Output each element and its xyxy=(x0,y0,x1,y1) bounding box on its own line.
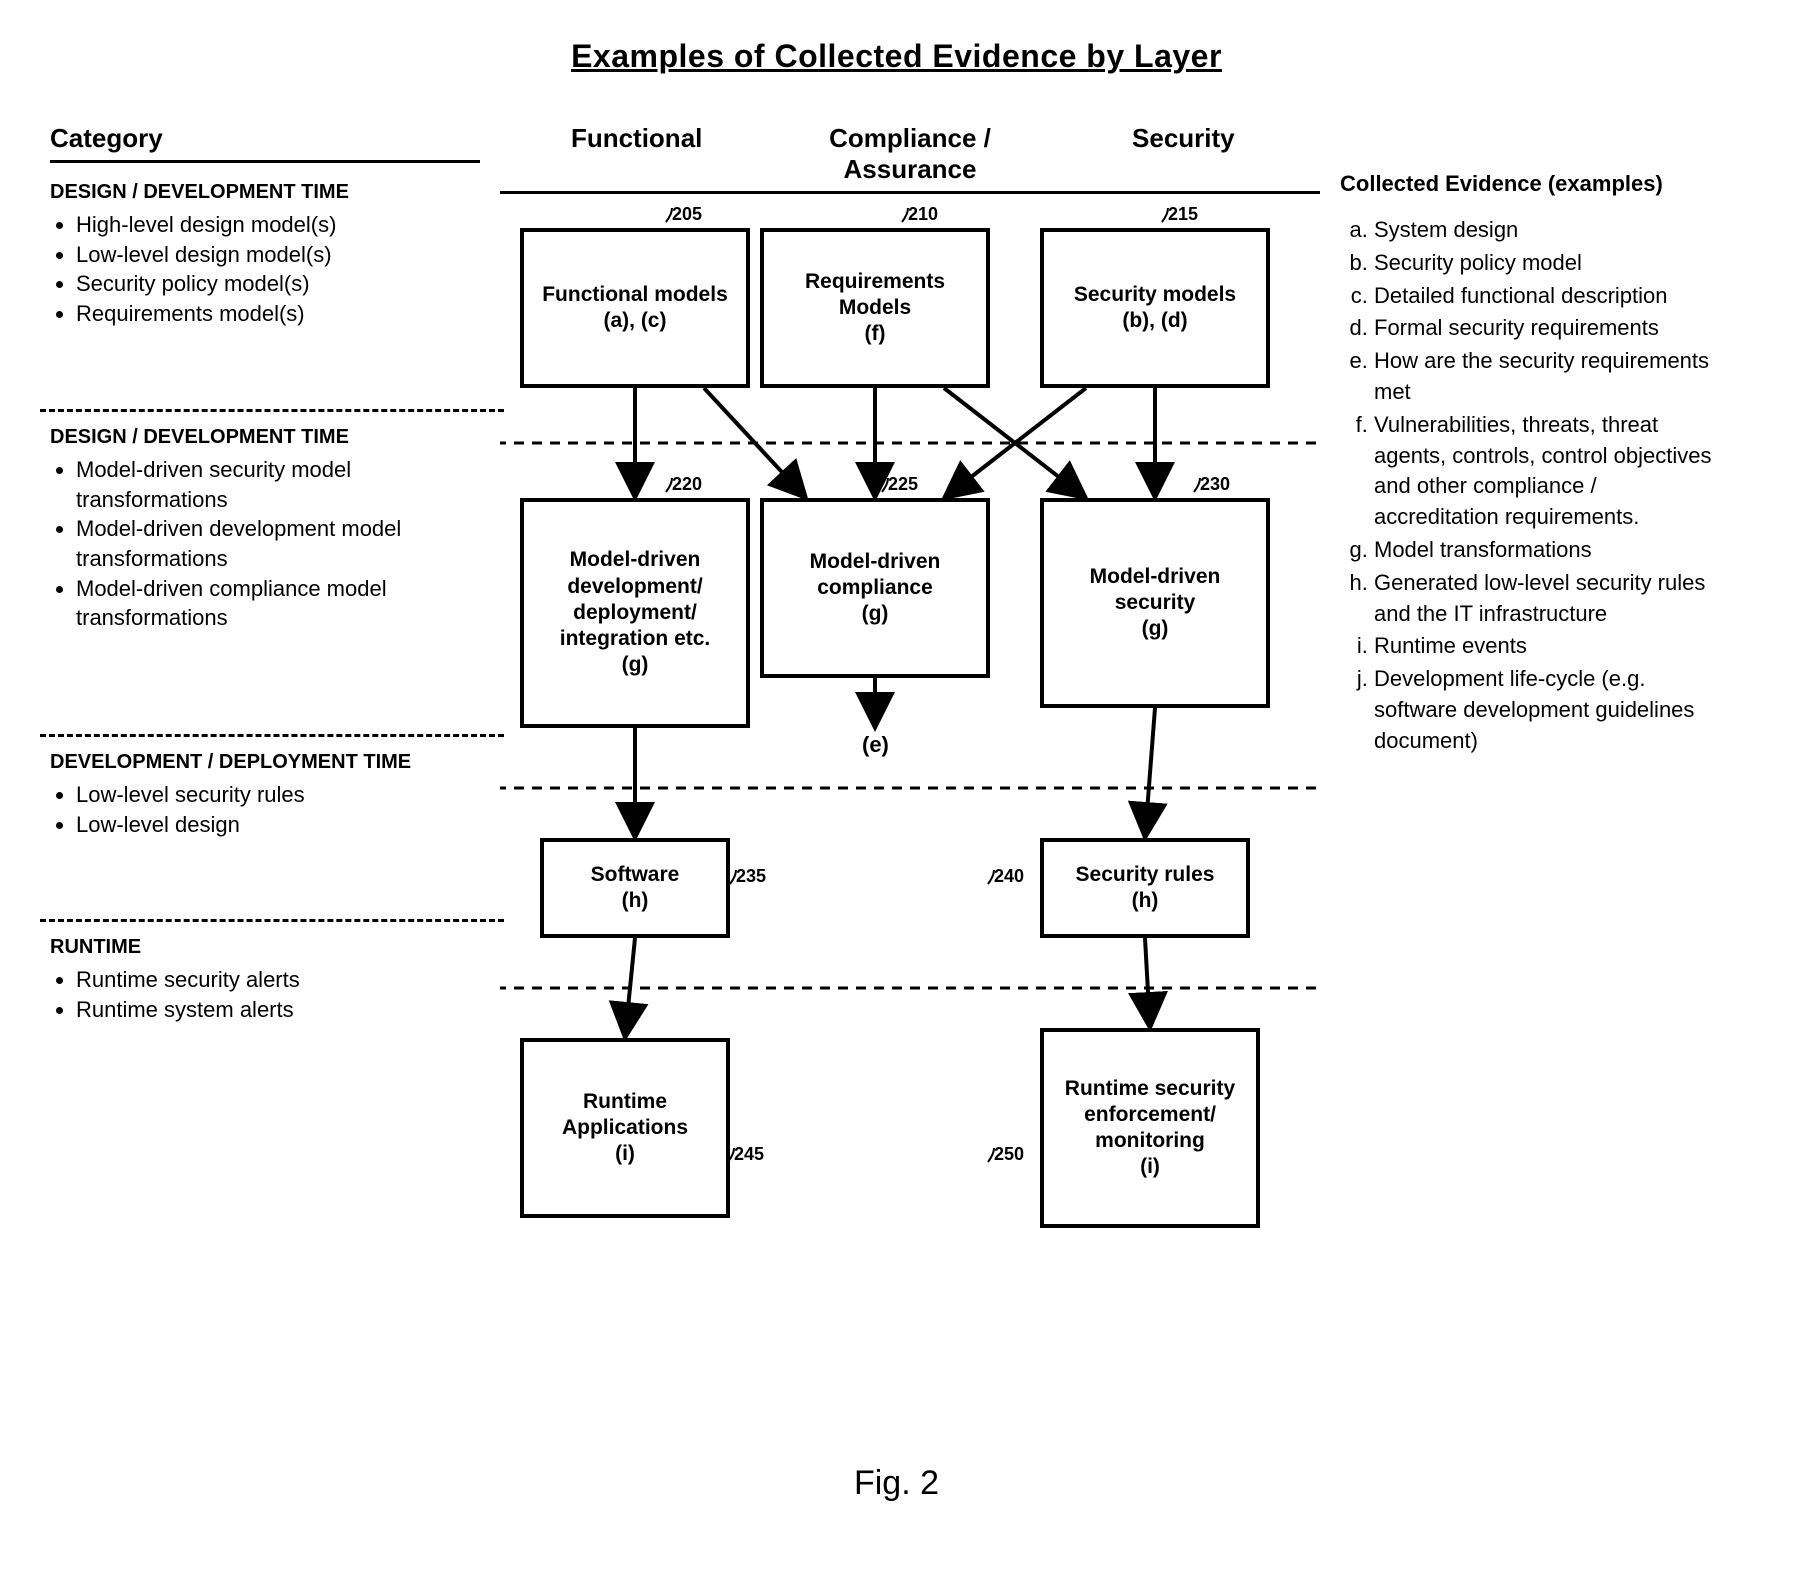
reference-number: 205 xyxy=(672,204,702,225)
category-column: Category DESIGN / DEVELOPMENT TIME High-… xyxy=(50,123,480,1418)
flowchart-node-220: Model-driven development/ deployment/ in… xyxy=(520,498,750,728)
flowchart-node-225: Model-driven compliance(g) xyxy=(760,498,990,678)
flowchart-node-205: Functional models(a), (c) xyxy=(520,228,750,388)
figure-caption: Fig. 2 xyxy=(50,1464,1743,1503)
evidence-item: Development life-cycle (e.g. software de… xyxy=(1374,664,1720,756)
evidence-item: How are the security requirements met xyxy=(1374,346,1720,408)
layer-bullet: Model-driven compliance model transforma… xyxy=(76,574,480,633)
evidence-title: Collected Evidence (examples) xyxy=(1340,171,1720,197)
flowchart-canvas: Functional models(a), (c)Requirements Mo… xyxy=(500,198,1320,1418)
layer-separator xyxy=(40,409,504,412)
reference-number: 215 xyxy=(1168,204,1198,225)
evidence-item: Vulnerabilities, threats, threat agents,… xyxy=(1374,410,1720,533)
evidence-item: Runtime events xyxy=(1374,631,1720,662)
reference-number: 245 xyxy=(734,1144,764,1165)
evidence-item: Security policy model xyxy=(1374,248,1720,279)
flowchart-node-215: Security models(b), (d) xyxy=(1040,228,1270,388)
diagram-wrapper: Category DESIGN / DEVELOPMENT TIME High-… xyxy=(50,123,1743,1418)
reference-number: 230 xyxy=(1200,474,1230,495)
col-header-security: Security xyxy=(1047,123,1320,185)
layer-title: DEVELOPMENT / DEPLOYMENT TIME xyxy=(50,751,480,774)
layer-bullet: Low-level design xyxy=(76,810,480,840)
flowchart-node-250: Runtime security enforcement/ monitoring… xyxy=(1040,1028,1260,1228)
reference-number: 250 xyxy=(994,1144,1024,1165)
page-title: Examples of Collected Evidence by Layer xyxy=(50,38,1743,75)
edge-label-e: (e) xyxy=(862,732,889,758)
flowchart-area: Functional Compliance / Assurance Securi… xyxy=(500,123,1320,1418)
layer-bullet: Low-level design model(s) xyxy=(76,240,480,270)
evidence-item: Generated low-level security rules and t… xyxy=(1374,568,1720,630)
flowchart-node-210: Requirements Models(f) xyxy=(760,228,990,388)
layer-title: DESIGN / DEVELOPMENT TIME xyxy=(50,426,480,449)
reference-number: 220 xyxy=(672,474,702,495)
layer-bullet: Runtime system alerts xyxy=(76,995,480,1025)
evidence-item: Model transformations xyxy=(1374,535,1720,566)
layer-bullet: Model-driven security model transformati… xyxy=(76,455,480,514)
layer-bullet: Model-driven development model transform… xyxy=(76,514,480,573)
reference-number: 225 xyxy=(888,474,918,495)
layer-separator xyxy=(40,919,504,922)
evidence-item: Formal security requirements xyxy=(1374,313,1720,344)
layer-separator xyxy=(40,734,504,737)
col-header-functional: Functional xyxy=(500,123,773,185)
flowchart-node-240: Security rules(h) xyxy=(1040,838,1250,938)
flowchart-node-235: Software(h) xyxy=(540,838,730,938)
flowchart-node-230: Model-driven security(g) xyxy=(1040,498,1270,708)
reference-number: 210 xyxy=(908,204,938,225)
layer-bullet: Requirements model(s) xyxy=(76,299,480,329)
layer-section-3: RUNTIME Runtime security alerts Runtime … xyxy=(50,936,480,1024)
layer-title: DESIGN / DEVELOPMENT TIME xyxy=(50,181,480,204)
evidence-list: System design Security policy model Deta… xyxy=(1340,215,1720,757)
layer-section-2: DEVELOPMENT / DEPLOYMENT TIME Low-level … xyxy=(50,751,480,901)
layer-title: RUNTIME xyxy=(50,936,480,959)
layer-section-0: DESIGN / DEVELOPMENT TIME High-level des… xyxy=(50,181,480,391)
layer-bullet: Runtime security alerts xyxy=(76,965,480,995)
category-header: Category xyxy=(50,123,480,163)
evidence-item: System design xyxy=(1374,215,1720,246)
evidence-item: Detailed functional description xyxy=(1374,281,1720,312)
reference-number: 235 xyxy=(736,866,766,887)
layer-bullet: Security policy model(s) xyxy=(76,269,480,299)
layer-section-1: DESIGN / DEVELOPMENT TIME Model-driven s… xyxy=(50,426,480,716)
evidence-column: Collected Evidence (examples) System des… xyxy=(1340,123,1720,1418)
flowchart-node-245: Runtime Applications(i) xyxy=(520,1038,730,1218)
layer-bullet: Low-level security rules xyxy=(76,780,480,810)
col-header-compliance: Compliance / Assurance xyxy=(773,123,1046,185)
layer-bullet: High-level design model(s) xyxy=(76,210,480,240)
reference-number: 240 xyxy=(994,866,1024,887)
